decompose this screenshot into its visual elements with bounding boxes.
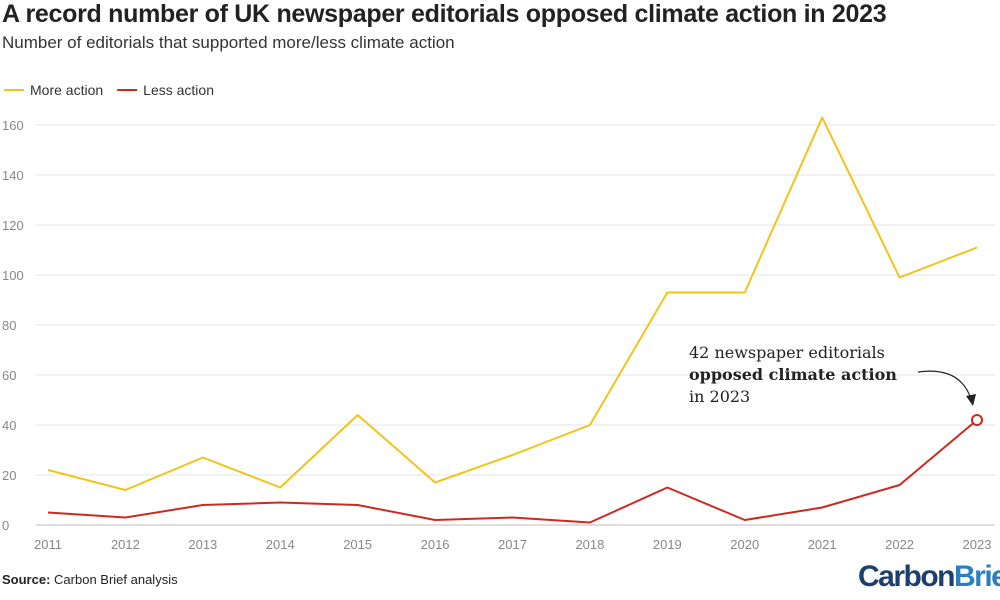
x-tick-label: 2012	[111, 537, 140, 552]
x-tick-label: 2017	[498, 537, 527, 552]
y-tick-label: 20	[2, 468, 16, 483]
x-tick-label: 2020	[730, 537, 759, 552]
x-tick-label: 2023	[963, 537, 992, 552]
series-line-less-action	[47, 419, 978, 524]
legend-label: More action	[30, 82, 103, 98]
annotation-line2: opposed climate action	[689, 365, 897, 384]
annotation-arrow	[917, 370, 973, 403]
logo-part2: Brief	[954, 560, 1000, 593]
y-tick-label: 160	[2, 118, 24, 133]
logo-part1: Carbon	[858, 560, 956, 593]
series-line-more-action	[47, 116, 978, 491]
y-tick-label: 120	[2, 218, 24, 233]
x-tick-label: 2014	[266, 537, 295, 552]
source-note: Source: Carbon Brief analysis	[2, 572, 178, 587]
x-tick-label: 2019	[653, 537, 682, 552]
annotation-line3: in 2023	[689, 387, 750, 406]
x-tick-label: 2015	[343, 537, 372, 552]
y-tick-label: 0	[2, 518, 9, 533]
y-tick-label: 100	[2, 268, 24, 283]
source-text: Carbon Brief analysis	[54, 572, 178, 587]
x-tick-label: 2022	[885, 537, 914, 552]
annotation-line1: 42 newspaper editorials	[689, 343, 885, 362]
legend-label: Less action	[143, 82, 214, 98]
x-tick-label: 2021	[808, 537, 837, 552]
x-tick-label: 2013	[188, 537, 217, 552]
arrowhead-icon	[966, 394, 976, 406]
x-tick-label: 2011	[34, 537, 62, 552]
y-tick-label: 60	[2, 368, 16, 383]
x-tick-label: 2018	[575, 537, 604, 552]
x-tick-label: 2016	[421, 537, 450, 552]
highlight-point	[971, 414, 983, 426]
y-tick-label: 140	[2, 168, 24, 183]
chart-subtitle: Number of editorials that supported more…	[2, 33, 455, 52]
y-tick-label: 80	[2, 318, 16, 333]
y-tick-label: 40	[2, 418, 16, 433]
source-label: Source:	[2, 572, 51, 587]
chart-title: A record number of UK newspaper editoria…	[2, 0, 887, 28]
